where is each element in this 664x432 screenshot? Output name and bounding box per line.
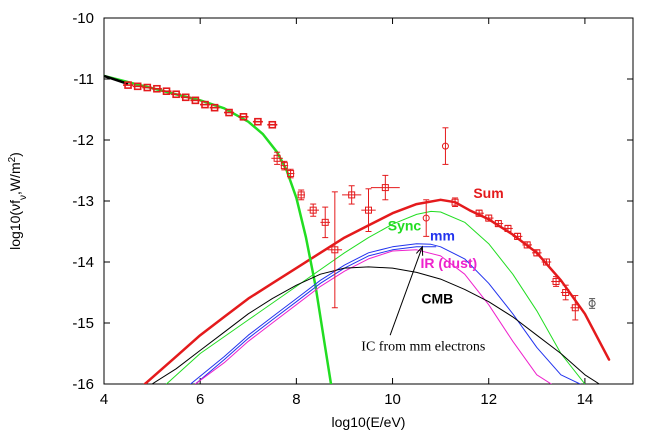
x-tick-label: 4 (100, 391, 108, 408)
observation-point (483, 214, 494, 222)
y-tick-label: -11 (73, 71, 94, 88)
observation-point (327, 191, 343, 309)
observation-point (551, 276, 561, 287)
observation-point (503, 224, 513, 232)
annotation-arrow-head (415, 245, 424, 256)
observation-marker (280, 162, 288, 170)
observation-point (560, 284, 571, 301)
curve-sum (143, 198, 611, 384)
observation-point (522, 241, 533, 249)
curve-ir-dust (194, 249, 552, 384)
observation-marker (475, 209, 483, 217)
observation-marker (297, 191, 305, 199)
curve-label-cmb: CMB (421, 290, 453, 306)
y-axis-title-mid: ,W/m (7, 162, 23, 195)
observation-point (361, 188, 376, 232)
annotation-arrow-shaft (389, 246, 423, 336)
observation-points (103, 74, 596, 321)
model-curves (104, 74, 611, 384)
x-tick-label: 10 (384, 391, 401, 408)
y-axis-title-pre: log10(νf (7, 200, 23, 250)
observation-point (271, 151, 283, 165)
observation-marker (552, 278, 560, 286)
observation-point (541, 258, 552, 266)
curve-cmb (151, 266, 600, 384)
observation-point (532, 249, 542, 257)
y-axis-ticks: -16 -15 -14 -13 -12 -11 -10 (72, 10, 633, 393)
observation-point (588, 298, 596, 309)
y-tick-label: -15 (72, 315, 94, 332)
observation-marker (309, 206, 317, 214)
observation-marker (514, 232, 522, 240)
annotation: IC from mm electrons (361, 245, 485, 354)
annotation-text: IC from mm electrons (361, 339, 485, 354)
y-axis-title-post: ) (7, 152, 23, 157)
x-tick-label: 8 (292, 391, 300, 408)
curve-label-sync: Sync (388, 217, 422, 233)
curve-label-ir-dust: IR (dust) (420, 255, 477, 271)
x-tick-label: 6 (196, 391, 204, 408)
y-tick-label: -14 (72, 254, 94, 271)
observation-point (451, 197, 459, 207)
observation-marker (348, 191, 356, 199)
observation-point (280, 160, 289, 171)
observation-point (307, 203, 319, 217)
y-axis-title: log10(νfν,W/m2) (7, 152, 29, 250)
observation-marker (523, 241, 531, 249)
y-tick-label: -10 (72, 10, 94, 27)
observation-point (370, 174, 400, 201)
observation-marker (422, 214, 430, 222)
curve-component-4 (194, 246, 437, 384)
observation-point (493, 220, 504, 228)
y-tick-label: -16 (72, 376, 94, 393)
observation-marker (321, 218, 329, 226)
y-axis-title-sub: ν (18, 195, 29, 200)
observation-marker (273, 154, 281, 162)
observation-marker (381, 184, 389, 192)
y-tick-label: -13 (72, 193, 94, 210)
observation-marker (542, 258, 550, 266)
observation-marker (504, 224, 512, 232)
observation-marker (588, 299, 596, 307)
observation-point (422, 199, 430, 237)
y-axis-title-sup: 2 (7, 156, 18, 162)
curve-label-mm: mm (430, 228, 455, 244)
observation-marker (441, 142, 449, 150)
observation-marker (533, 249, 541, 257)
observation-band-black (103, 74, 129, 86)
x-tick-label: 12 (480, 391, 497, 408)
observation-marker (365, 206, 372, 214)
observation-marker (331, 246, 339, 254)
observation-marker (494, 220, 502, 228)
observation-marker (485, 214, 493, 222)
observation-marker (287, 170, 295, 178)
observation-point (512, 232, 523, 240)
observation-point (441, 127, 449, 165)
y-tick-label: -12 (72, 132, 94, 149)
curve-label-sum: Sum (473, 185, 503, 201)
x-axis-ticks: 4 6 8 10 12 14 (100, 18, 593, 408)
x-tick-label: 14 (577, 391, 594, 408)
observation-point (570, 295, 581, 321)
observation-point (474, 209, 484, 217)
observation-marker (562, 289, 570, 296)
curve-component-2 (166, 210, 586, 384)
observation-point (286, 168, 295, 179)
observation-marker (451, 198, 459, 206)
observation-marker (571, 304, 579, 312)
observation-point (342, 185, 362, 205)
plot-frame (103, 17, 634, 385)
observation-point (297, 189, 306, 201)
observation-point (320, 206, 331, 239)
x-axis-title: log10(E/eV) (332, 414, 406, 430)
